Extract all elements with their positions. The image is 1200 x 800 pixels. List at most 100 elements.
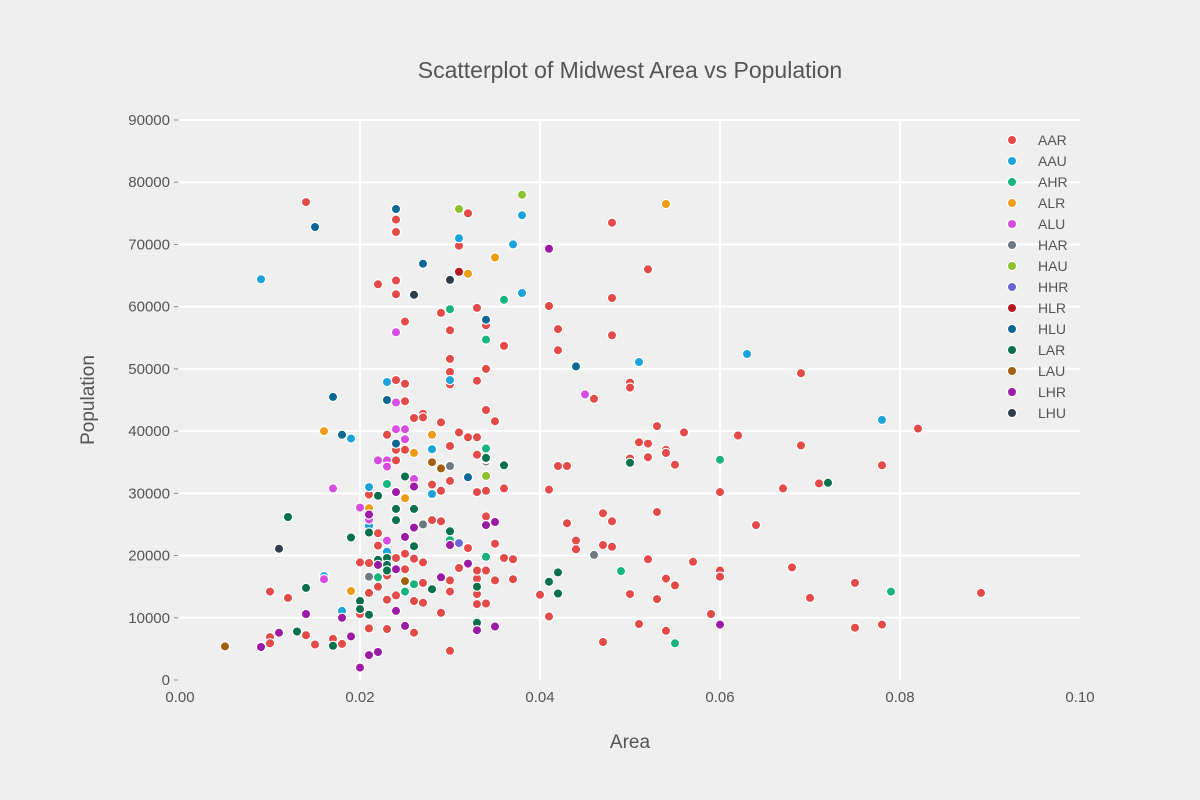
data-point-lar <box>543 576 555 587</box>
data-point-alr <box>345 585 357 597</box>
data-point-aar <box>399 548 411 559</box>
y-tick-label: 80000 <box>128 174 170 191</box>
data-point-aar <box>489 416 501 427</box>
data-point-aar <box>435 516 447 527</box>
data-point-aar <box>651 593 663 605</box>
data-point-lar <box>282 511 294 523</box>
data-point-aar <box>489 575 501 586</box>
data-point-aar <box>633 437 645 448</box>
data-point-aar <box>552 460 564 472</box>
data-point-aar <box>399 316 411 327</box>
legend-label-ahr: AHR <box>1038 174 1068 190</box>
data-point-lar <box>408 503 420 515</box>
data-point-lhr <box>714 619 726 630</box>
x-tick-label: 0.02 <box>345 689 374 706</box>
data-point-aar <box>444 575 456 586</box>
data-point-lhr <box>273 627 285 638</box>
data-point-ahr <box>885 586 897 597</box>
legend-label-alu: ALU <box>1038 216 1065 232</box>
data-point-har <box>417 519 429 530</box>
data-point-alr <box>408 447 420 459</box>
data-point-aar <box>435 417 447 428</box>
data-point-hlu <box>462 472 474 483</box>
data-point-aar <box>372 581 384 592</box>
data-point-aar <box>642 264 654 275</box>
y-tick-label: 30000 <box>128 485 170 502</box>
data-point-aar <box>390 275 402 286</box>
x-tick-label: 0.04 <box>525 689 554 706</box>
y-axis-title: Population <box>78 355 99 445</box>
data-point-lhr <box>408 481 420 492</box>
data-point-aar <box>795 368 807 379</box>
data-point-aau <box>633 356 645 368</box>
data-point-lhr <box>390 564 402 575</box>
legend-label-hau: HAU <box>1038 258 1068 274</box>
legend-marker-aar <box>1006 134 1018 146</box>
data-point-aar <box>390 226 402 238</box>
data-point-aar <box>480 404 492 416</box>
legend-marker-har <box>1006 239 1018 251</box>
data-point-aau <box>516 209 528 221</box>
y-tick-label: 10000 <box>128 610 170 627</box>
data-point-aar <box>498 483 510 494</box>
data-point-aar <box>606 292 618 304</box>
data-point-aar <box>390 214 402 225</box>
data-point-alu <box>381 535 393 546</box>
data-point-lhr <box>399 531 411 543</box>
data-point-aar <box>552 323 564 335</box>
data-point-aar <box>498 552 510 564</box>
data-point-aar <box>480 565 492 576</box>
data-point-aar <box>678 427 690 438</box>
data-point-aar <box>480 363 492 375</box>
data-point-lhr <box>372 559 384 571</box>
data-point-lhr <box>372 646 384 658</box>
data-point-aar <box>399 396 411 407</box>
data-point-aar <box>543 611 555 622</box>
data-point-hau <box>480 470 492 482</box>
legend-marker-lau <box>1006 365 1018 377</box>
legend-marker-lhu <box>1006 407 1018 419</box>
data-point-lar <box>327 640 339 652</box>
data-point-aar <box>462 208 474 219</box>
data-point-lar <box>372 490 384 501</box>
data-point-aar <box>390 552 402 564</box>
data-point-aar <box>462 432 474 443</box>
data-point-aar <box>408 412 420 424</box>
data-point-lhr <box>390 605 402 617</box>
data-point-aar <box>363 587 375 599</box>
data-point-hlu <box>336 429 348 440</box>
data-point-aar <box>471 449 483 460</box>
data-point-aar <box>354 557 366 568</box>
data-point-lhr <box>480 519 492 531</box>
data-point-aar <box>561 518 573 529</box>
data-point-ahr <box>399 586 411 597</box>
data-point-alu <box>381 461 393 472</box>
data-point-aar <box>417 412 429 423</box>
data-point-aar <box>642 554 654 565</box>
x-tick-label: 0.06 <box>705 689 734 706</box>
data-point-aar <box>786 562 798 573</box>
data-point-hlu <box>480 314 492 325</box>
legend[interactable]: AAR AAU AHR ALR ALU HAR HAU HHR HLR HLU LAR LAU LHR L… <box>1006 132 1068 421</box>
data-point-ahr <box>480 551 492 563</box>
data-point-aar <box>444 353 456 365</box>
data-point-aar <box>606 217 618 228</box>
legend-label-hlu: HLU <box>1038 321 1066 337</box>
data-point-aar <box>750 519 762 531</box>
data-point-aar <box>597 636 609 648</box>
data-point-lhr <box>489 621 501 632</box>
data-point-lhr <box>489 516 501 528</box>
data-point-aar <box>651 420 663 432</box>
data-point-aar <box>444 440 456 452</box>
data-point-alr <box>660 198 672 210</box>
data-point-aar <box>543 484 555 495</box>
data-point-aar <box>381 429 393 440</box>
data-point-aar <box>417 597 429 609</box>
legend-label-aau: AAU <box>1038 153 1067 169</box>
data-point-aar <box>714 486 726 498</box>
data-point-aar <box>390 455 402 466</box>
legend-label-alr: ALR <box>1038 195 1065 211</box>
data-point-lhr <box>471 625 483 636</box>
data-point-lar <box>552 588 564 599</box>
